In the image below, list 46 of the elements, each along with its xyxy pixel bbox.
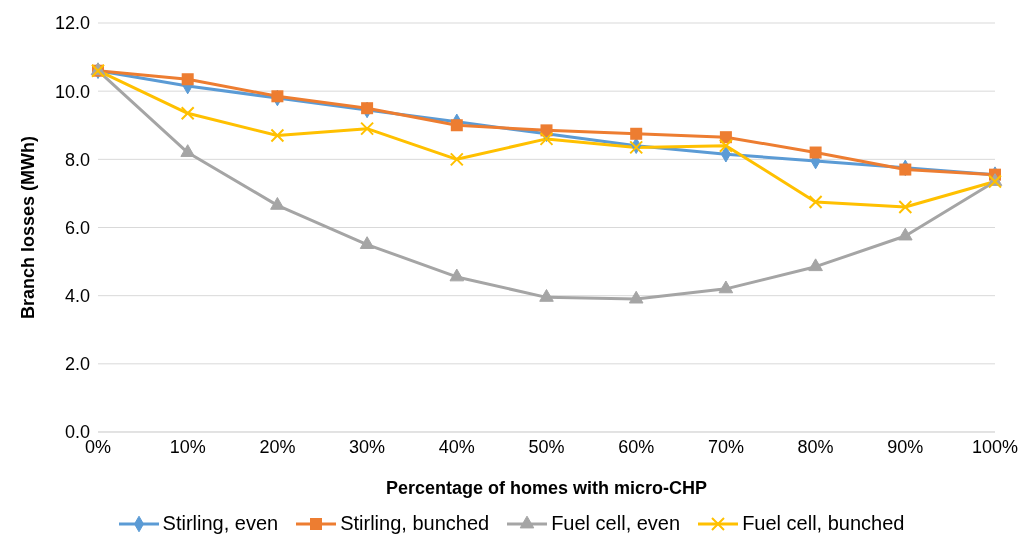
y-tick-label: 10.0 bbox=[54, 81, 90, 102]
point bbox=[898, 227, 913, 241]
point bbox=[628, 290, 644, 304]
x-tick-label: 70% bbox=[707, 436, 744, 457]
legend-label: Fuel cell, bunched bbox=[742, 512, 905, 535]
point bbox=[718, 138, 733, 153]
point bbox=[899, 163, 912, 176]
legend-label: Fuel cell, even bbox=[551, 512, 681, 535]
point bbox=[808, 194, 823, 209]
legend-label: Stirling, even bbox=[162, 512, 279, 535]
point bbox=[809, 146, 822, 159]
x-tick-label: 10% bbox=[169, 436, 206, 457]
point bbox=[449, 152, 464, 167]
point bbox=[270, 128, 285, 143]
x-axis-title: Percentage of homes with micro-CHP bbox=[385, 478, 708, 498]
point bbox=[180, 106, 195, 121]
y-tick-label: 8.0 bbox=[64, 149, 90, 170]
x-tick-label: 100% bbox=[971, 436, 1019, 457]
x-tick-label: 40% bbox=[438, 436, 475, 457]
point bbox=[359, 236, 375, 249]
point bbox=[361, 102, 374, 115]
y-axis-title: Branch losses (MWh) bbox=[18, 135, 39, 320]
x-tick-label: 80% bbox=[797, 436, 834, 457]
x-tick-label: 20% bbox=[259, 436, 296, 457]
point bbox=[271, 90, 284, 103]
x-tick-label: 90% bbox=[887, 436, 924, 457]
point bbox=[360, 121, 375, 136]
point bbox=[718, 280, 734, 294]
y-tick-label: 12.0 bbox=[54, 13, 90, 34]
point bbox=[898, 200, 913, 215]
x-tick-label: 60% bbox=[618, 436, 655, 457]
point bbox=[449, 268, 465, 282]
legend-label: Stirling, bunched bbox=[340, 512, 490, 535]
y-tick-label: 4.0 bbox=[64, 286, 90, 307]
x-tick-label: 30% bbox=[349, 436, 386, 457]
point bbox=[181, 73, 194, 86]
point bbox=[539, 131, 554, 146]
point bbox=[270, 197, 285, 210]
point bbox=[630, 127, 643, 140]
point bbox=[450, 119, 463, 132]
point bbox=[808, 258, 823, 272]
y-tick-label: 6.0 bbox=[64, 217, 90, 238]
x-tick-label: 50% bbox=[528, 436, 565, 457]
point bbox=[180, 144, 195, 157]
point bbox=[539, 289, 554, 302]
y-tick-label: 2.0 bbox=[64, 354, 90, 375]
